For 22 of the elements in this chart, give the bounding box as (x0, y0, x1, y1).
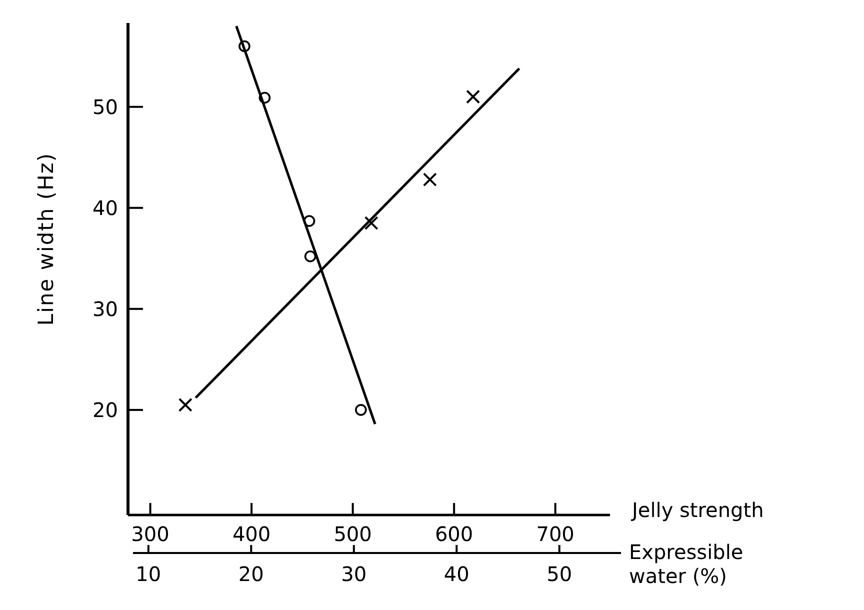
point (238, 40, 250, 52)
y-tick-label: 50 (92, 94, 118, 119)
x-tick-label: 300 (131, 522, 170, 546)
x2-tick-label: 20 (238, 562, 264, 586)
y-tick-label: 30 (92, 296, 118, 321)
y-axis-title: Line width (Hz) (34, 152, 58, 326)
y-tick-label: 20 (92, 398, 118, 422)
x2-axis-title: Expressible water (%) (629, 540, 744, 588)
y-tick-label: 40 (92, 196, 118, 220)
x-tick-label: 700 (536, 522, 574, 546)
x2-tick-label: 10 (136, 562, 162, 586)
x2-tick-label: 50 (546, 562, 572, 586)
x-tick-label: 600 (434, 522, 474, 546)
x-axis-title: Jelly strength (630, 498, 764, 522)
point (355, 404, 367, 416)
point (303, 215, 316, 227)
x-tick-label: 400 (232, 522, 271, 546)
x2-tick-label: 30 (341, 562, 367, 586)
point (304, 250, 316, 262)
point (258, 92, 271, 104)
x-tick-label: 500 (334, 522, 372, 546)
x2-tick-label: 40 (444, 562, 470, 586)
